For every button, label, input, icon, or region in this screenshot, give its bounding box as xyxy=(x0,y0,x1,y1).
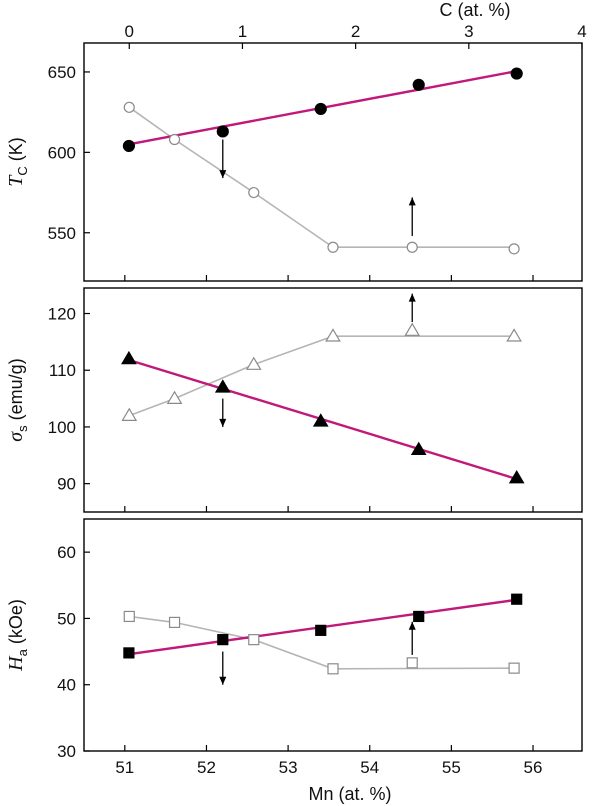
data-point xyxy=(327,241,339,253)
data-point xyxy=(168,133,181,146)
data-point xyxy=(413,610,425,623)
y-axis-title: σs (emu/g) xyxy=(5,358,30,441)
data-point xyxy=(506,328,522,342)
data-point xyxy=(312,413,329,427)
y-tick-label: 110 xyxy=(49,361,76,380)
data-point xyxy=(510,67,523,80)
fit-line xyxy=(128,358,522,482)
guide-line xyxy=(128,106,515,249)
y-tick-label: 100 xyxy=(48,418,76,437)
arrow-head xyxy=(219,170,227,179)
plot-frame xyxy=(83,42,583,282)
y-tick-label: 90 xyxy=(57,475,76,494)
y-tick-label: 60 xyxy=(57,543,76,562)
arrow-head xyxy=(408,621,416,630)
data-point xyxy=(412,78,425,91)
guide-line xyxy=(128,335,515,417)
data-point xyxy=(508,662,520,674)
arrow-head xyxy=(219,418,227,427)
top-x-tick-label: 3 xyxy=(464,22,473,41)
x-tick-label: 53 xyxy=(279,758,298,777)
data-point xyxy=(410,441,427,455)
data-point xyxy=(508,243,520,255)
guide-line xyxy=(129,615,515,670)
arrow-head xyxy=(408,197,416,206)
y-tick-label: 120 xyxy=(48,305,76,324)
data-point xyxy=(121,350,137,365)
data-point xyxy=(406,241,418,253)
x-tick-label: 56 xyxy=(524,758,543,777)
data-point xyxy=(315,624,327,636)
panel-Tc: 550 600 650 0 1 2 3 4 TC (K) xyxy=(5,22,587,282)
data-point xyxy=(248,186,260,199)
data-point xyxy=(314,102,327,116)
y-tick-label: 30 xyxy=(57,742,76,761)
data-point xyxy=(508,469,525,484)
data-point xyxy=(123,647,135,659)
data-point xyxy=(123,610,135,623)
x-tick-label: 51 xyxy=(115,758,134,777)
data-point xyxy=(168,616,181,629)
x-tick-label: 52 xyxy=(197,758,216,777)
x-tick-label: 54 xyxy=(360,758,379,777)
data-point xyxy=(166,390,183,404)
data-point xyxy=(511,593,523,605)
top-axis-title: C (at. %) xyxy=(439,0,510,20)
bottom-axis-title: Mn (at. %) xyxy=(308,784,391,804)
y-tick-label: 550 xyxy=(48,224,76,243)
y-axis-title: TC (K) xyxy=(5,137,30,187)
data-point xyxy=(327,663,339,675)
x-tick-label: 55 xyxy=(442,758,461,777)
panel-sigma_s: 90 100 110 120 σs (emu/g) xyxy=(5,287,583,513)
data-point xyxy=(404,322,421,336)
y-tick-label: 50 xyxy=(57,609,76,628)
y-tick-label: 40 xyxy=(57,676,76,695)
data-point xyxy=(406,657,418,669)
data-point xyxy=(245,356,262,370)
plot-frame xyxy=(83,518,583,752)
data-point xyxy=(214,379,231,393)
top-x-tick-label: 2 xyxy=(351,22,360,41)
data-point xyxy=(325,328,341,342)
panel-Ha: 30 40 50 60 51 52 53 54 55 56 Ha (kOe) xyxy=(5,518,583,777)
plot-frame xyxy=(83,287,583,513)
arrow-head xyxy=(219,676,227,685)
arrow-head xyxy=(408,293,416,302)
top-x-tick-label: 0 xyxy=(125,22,134,41)
top-x-tick-label: 1 xyxy=(238,22,247,41)
y-tick-label: 600 xyxy=(48,143,76,162)
data-point xyxy=(121,407,138,421)
y-axis-title: Ha (kOe) xyxy=(5,599,30,672)
y-tick-label: 650 xyxy=(48,63,76,82)
data-point xyxy=(248,634,260,646)
data-point xyxy=(122,139,136,153)
top-x-tick-label: 4 xyxy=(577,22,586,41)
data-point xyxy=(216,125,229,138)
data-point xyxy=(217,634,229,646)
data-point xyxy=(123,101,135,113)
